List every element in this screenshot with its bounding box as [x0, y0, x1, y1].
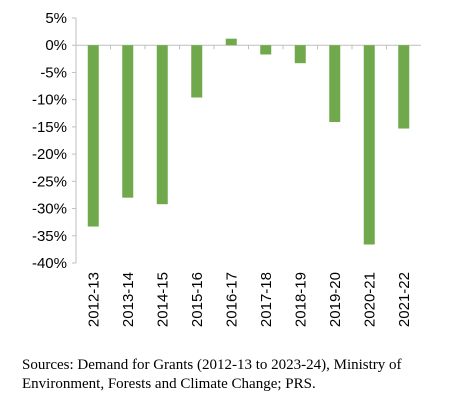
y-tick-label: -20%: [32, 146, 67, 163]
y-tick-label: -15%: [32, 119, 67, 136]
x-axis: 2012-13 2013-14 2014-15 2015-16 2016-17 2017-…: [76, 44, 421, 327]
bar-2016-17: [225, 38, 237, 46]
y-tick-label: -10%: [32, 92, 67, 109]
y-tick-label: -30%: [32, 201, 67, 218]
bar-2021-22: [398, 45, 410, 129]
bar-2012-13: [87, 45, 99, 227]
x-tick-label: 2012-13: [85, 272, 102, 327]
x-tick-label: 2016-17: [223, 272, 240, 327]
y-tick-label: -25%: [32, 173, 67, 190]
y-tick-label: -5%: [40, 64, 67, 81]
bar-2018-19: [294, 45, 306, 64]
x-tick-label: 2015-16: [189, 272, 206, 327]
bar-2017-18: [260, 45, 272, 55]
bar-2013-14: [122, 45, 134, 198]
bars: [87, 38, 410, 245]
y-tick-label: 0%: [45, 37, 67, 54]
x-tick-label: 2019-20: [327, 272, 344, 327]
chart: 5% 0% -5% -10% -15% -20% -25% -30% -35% -40% 2012…: [32, 10, 421, 327]
x-tick-label: 2014-15: [154, 272, 171, 327]
bar-2014-15: [156, 45, 168, 205]
x-tick-label: 2013-14: [120, 272, 137, 327]
y-tick-label: -40%: [32, 255, 67, 272]
x-tick-label: 2021-22: [396, 272, 413, 327]
x-tick-label: 2018-19: [292, 272, 309, 327]
source-note: Sources: Demand for Grants (2012-13 to 2…: [22, 357, 402, 392]
bar-2015-16: [191, 45, 203, 98]
bar-2020-21: [363, 45, 375, 245]
x-tick-label: 2020-21: [361, 272, 378, 327]
y-tick-label: 5%: [45, 10, 67, 27]
y-tick-label: -35%: [32, 228, 67, 245]
y-axis: 5% 0% -5% -10% -15% -20% -25% -30% -35% -40%: [32, 10, 77, 272]
x-tick-label: 2017-18: [258, 272, 275, 327]
bar-2019-20: [329, 45, 341, 122]
